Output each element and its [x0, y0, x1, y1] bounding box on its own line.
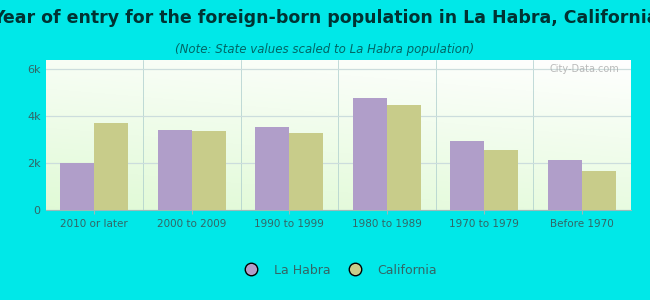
- Text: (Note: State values scaled to La Habra population): (Note: State values scaled to La Habra p…: [176, 44, 474, 56]
- Bar: [450, 141, 484, 210]
- Legend: La Habra, California: La Habra, California: [233, 259, 443, 282]
- Bar: [289, 133, 324, 210]
- Bar: [353, 98, 387, 210]
- Bar: [484, 150, 519, 210]
- Text: Year of entry for the foreign-born population in La Habra, California: Year of entry for the foreign-born popul…: [0, 9, 650, 27]
- Text: City-Data.com: City-Data.com: [549, 64, 619, 74]
- Bar: [255, 127, 289, 210]
- Bar: [94, 123, 129, 210]
- Bar: [192, 131, 226, 210]
- Bar: [387, 104, 421, 210]
- Bar: [60, 163, 94, 210]
- Bar: [547, 160, 582, 210]
- Bar: [157, 130, 192, 210]
- Bar: [582, 171, 616, 210]
